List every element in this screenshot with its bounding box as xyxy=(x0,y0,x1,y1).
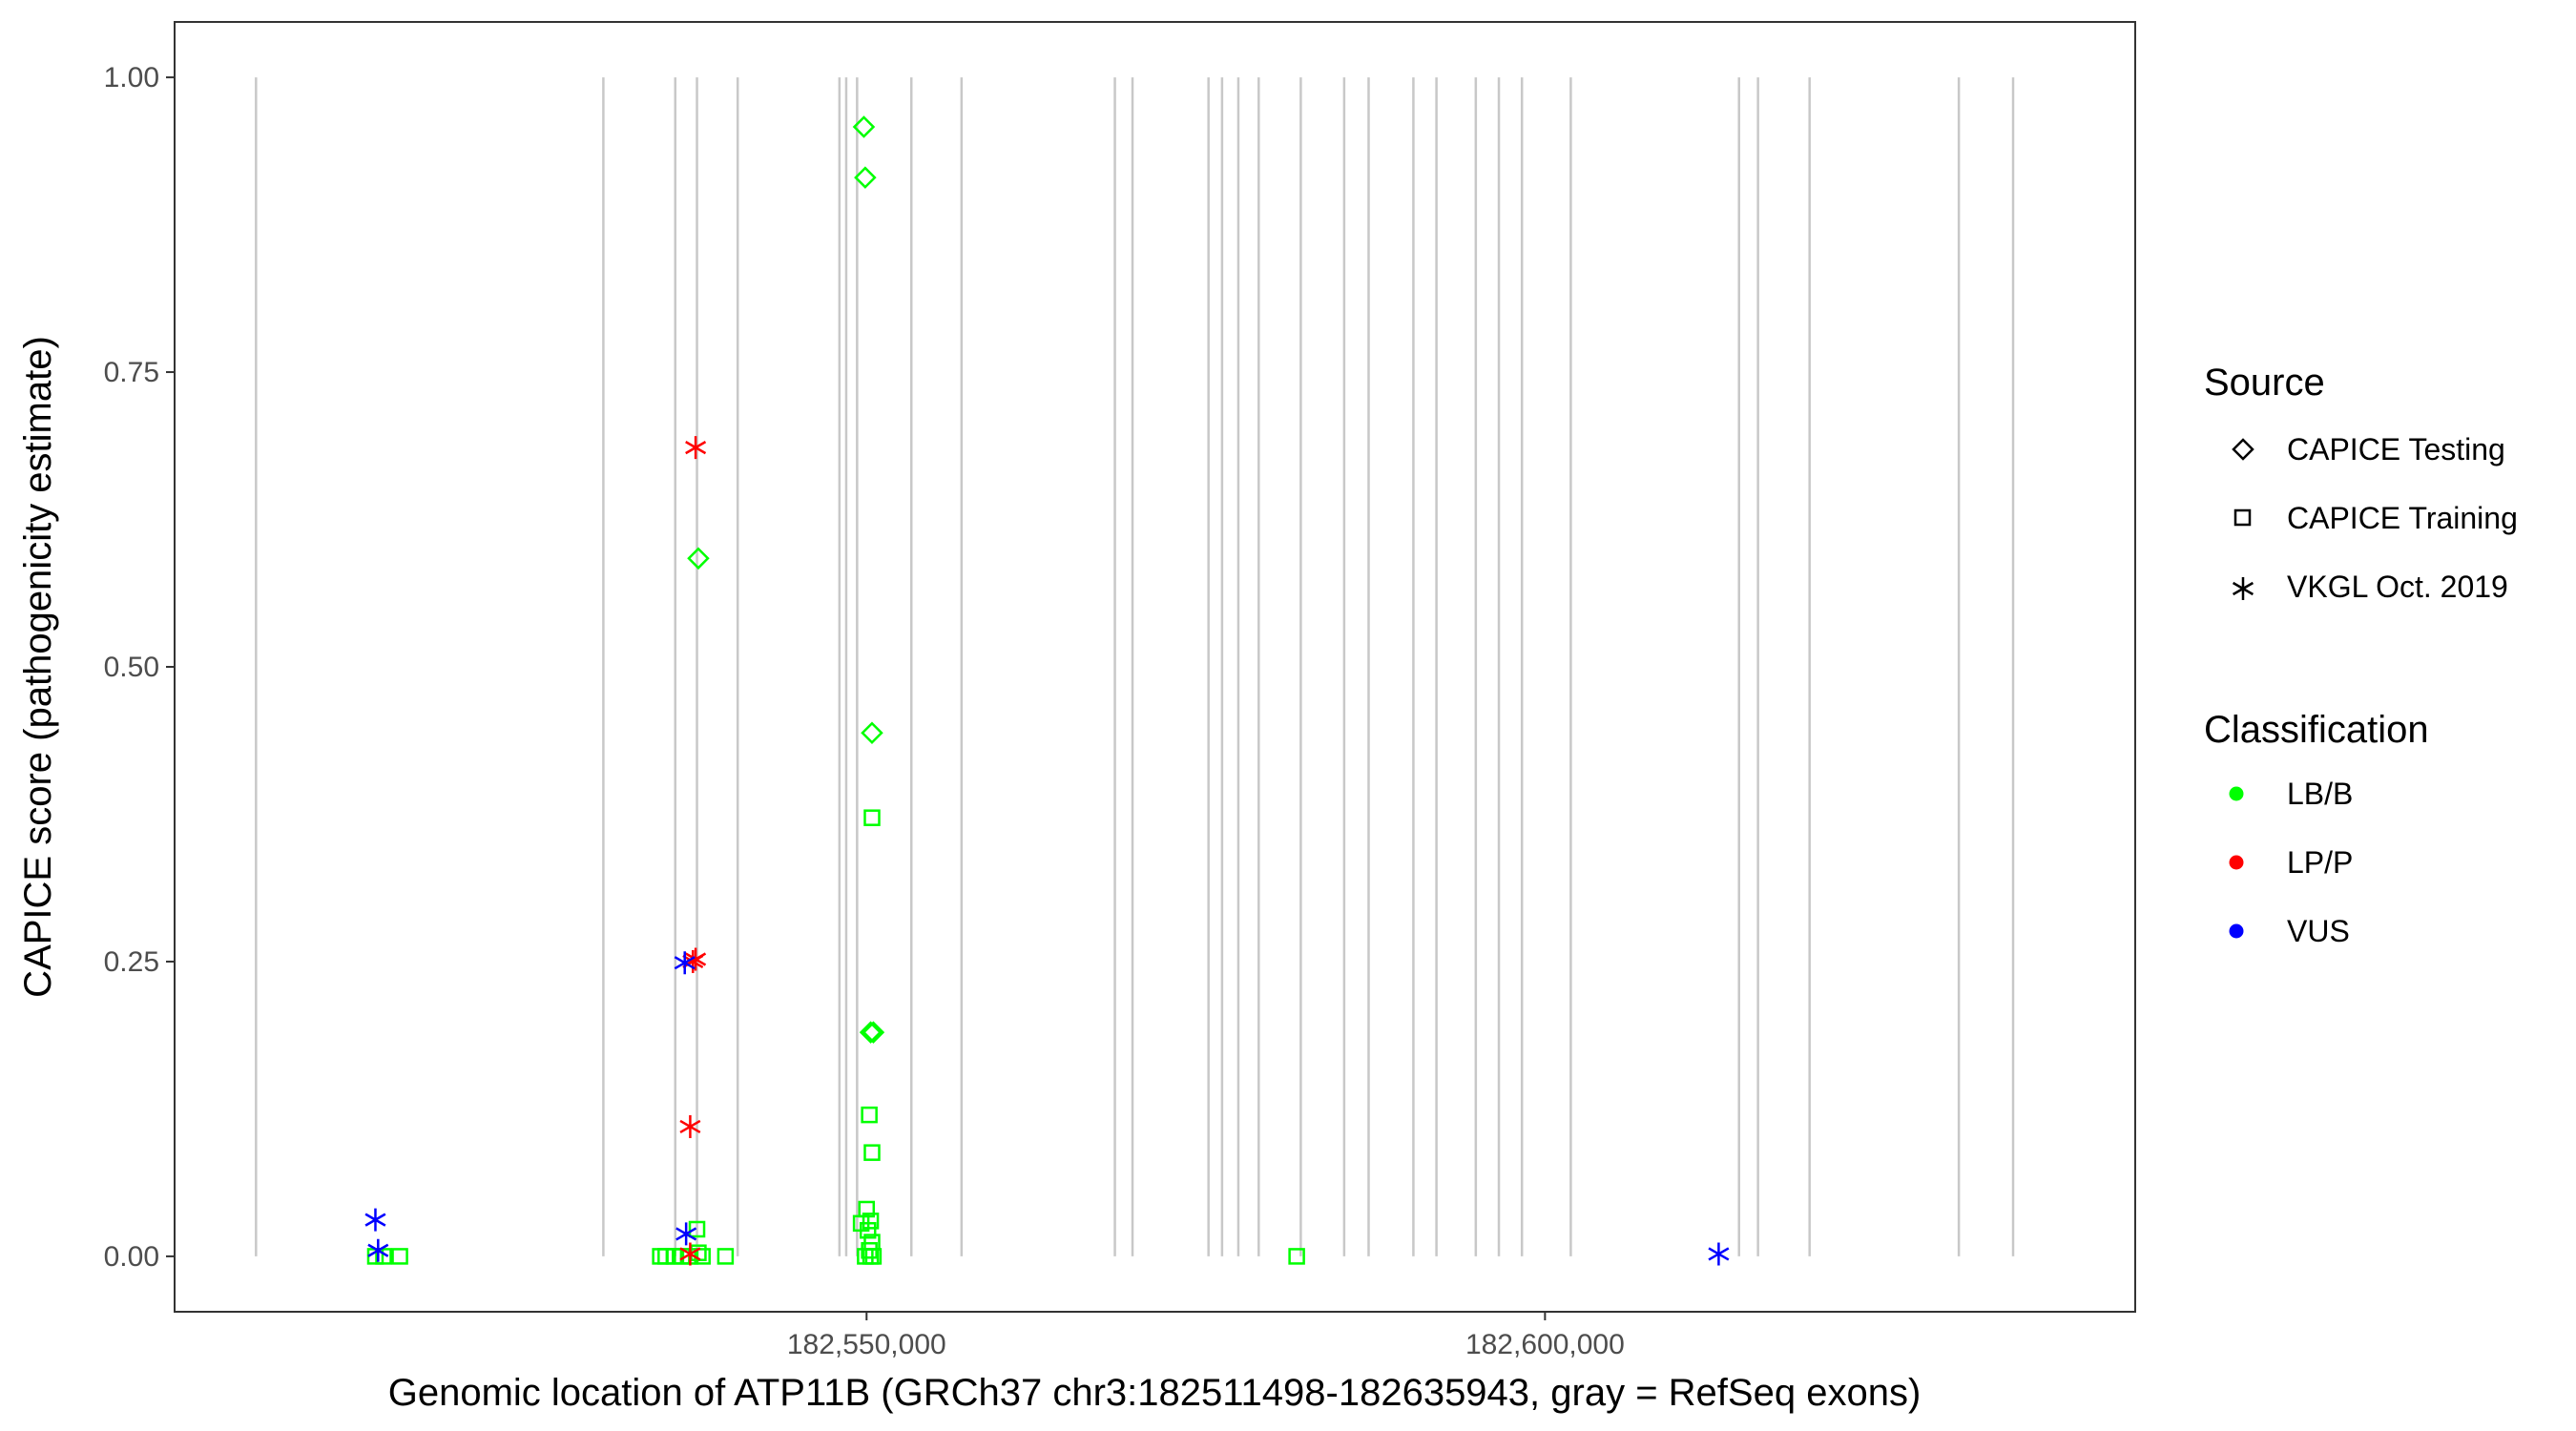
diamond-point xyxy=(852,115,876,138)
legend-dot-lbb xyxy=(2229,786,2244,801)
legend-diamond-icon xyxy=(2232,438,2254,461)
asterisk-point xyxy=(675,1222,697,1246)
legend-source-title: Source xyxy=(2204,362,2325,404)
legend-key-bg xyxy=(2213,424,2273,475)
asterisk-point xyxy=(682,949,704,973)
legend-asterisk-icon xyxy=(2232,577,2254,600)
legend-label-lbb: LB/B xyxy=(2287,777,2353,811)
legend-label-vus: VUS xyxy=(2287,914,2350,948)
diamond-point xyxy=(859,1021,883,1044)
legend-key-capice-testing xyxy=(2213,424,2273,475)
square-point xyxy=(375,1248,392,1265)
legend-key-vkgl xyxy=(2213,561,2273,612)
legend-label-capice-training: CAPICE Training xyxy=(2287,501,2518,535)
square-point xyxy=(861,1241,878,1259)
asterisk-point xyxy=(679,1114,701,1138)
x-axis: 182,550,000 182,600,000 xyxy=(787,1312,1625,1360)
legend-dot-vus xyxy=(2229,923,2244,939)
legend-dot-lpp xyxy=(2229,855,2244,870)
square-point xyxy=(859,1221,877,1239)
legend-label-lpp: LP/P xyxy=(2287,845,2353,880)
legend-source: Source CAPICE Testing CAPICE Training VK… xyxy=(2204,362,2518,612)
data-points xyxy=(364,115,1730,1266)
y-axis: 0.00 0.25 0.50 0.75 1.00 xyxy=(104,62,175,1273)
legend-label-vkgl: VKGL Oct. 2019 xyxy=(2287,570,2508,604)
square-point xyxy=(1288,1248,1305,1265)
x-tick-label: 182,550,000 xyxy=(787,1329,946,1360)
square-point xyxy=(688,1220,706,1238)
x-tick-label: 182,600,000 xyxy=(1465,1329,1625,1360)
legend-classification: Classification LB/B LP/P VUS xyxy=(2204,709,2429,948)
asterisk-point xyxy=(679,1242,701,1266)
legend-classification-title: Classification xyxy=(2204,709,2429,751)
plot-background xyxy=(175,22,2135,1312)
square-point xyxy=(863,1144,881,1161)
diamond-point xyxy=(861,721,883,744)
legend-key-capice-training xyxy=(2213,492,2273,544)
diamond-point xyxy=(862,1021,885,1044)
diamond-point xyxy=(687,547,710,570)
diamond-point xyxy=(854,166,877,189)
legend-square-icon xyxy=(2233,508,2252,527)
asterisk-point xyxy=(685,436,707,460)
y-tick-label: 1.00 xyxy=(104,62,159,93)
y-tick-label: 0.25 xyxy=(104,946,159,978)
y-axis-title: CAPICE score (pathogenicity estimate) xyxy=(17,336,59,998)
square-point xyxy=(864,1248,883,1265)
y-tick-label: 0.75 xyxy=(104,357,159,388)
square-point xyxy=(863,809,881,826)
y-tick-label: 0.00 xyxy=(104,1241,159,1273)
legend-label-capice-testing: CAPICE Testing xyxy=(2287,432,2505,467)
asterisk-point xyxy=(367,1238,389,1262)
asterisk-point xyxy=(674,951,696,975)
exon-lines xyxy=(255,77,2015,1256)
x-axis-title: Genomic location of ATP11B (GRCh37 chr3:… xyxy=(388,1372,1922,1414)
legend-key-bg xyxy=(2213,492,2273,544)
square-point xyxy=(862,1213,880,1230)
square-point xyxy=(861,1106,878,1124)
asterisk-point xyxy=(364,1208,386,1232)
square-point xyxy=(391,1248,408,1265)
square-point xyxy=(717,1248,735,1265)
y-tick-label: 0.50 xyxy=(104,652,159,683)
asterisk-point xyxy=(1708,1242,1730,1266)
